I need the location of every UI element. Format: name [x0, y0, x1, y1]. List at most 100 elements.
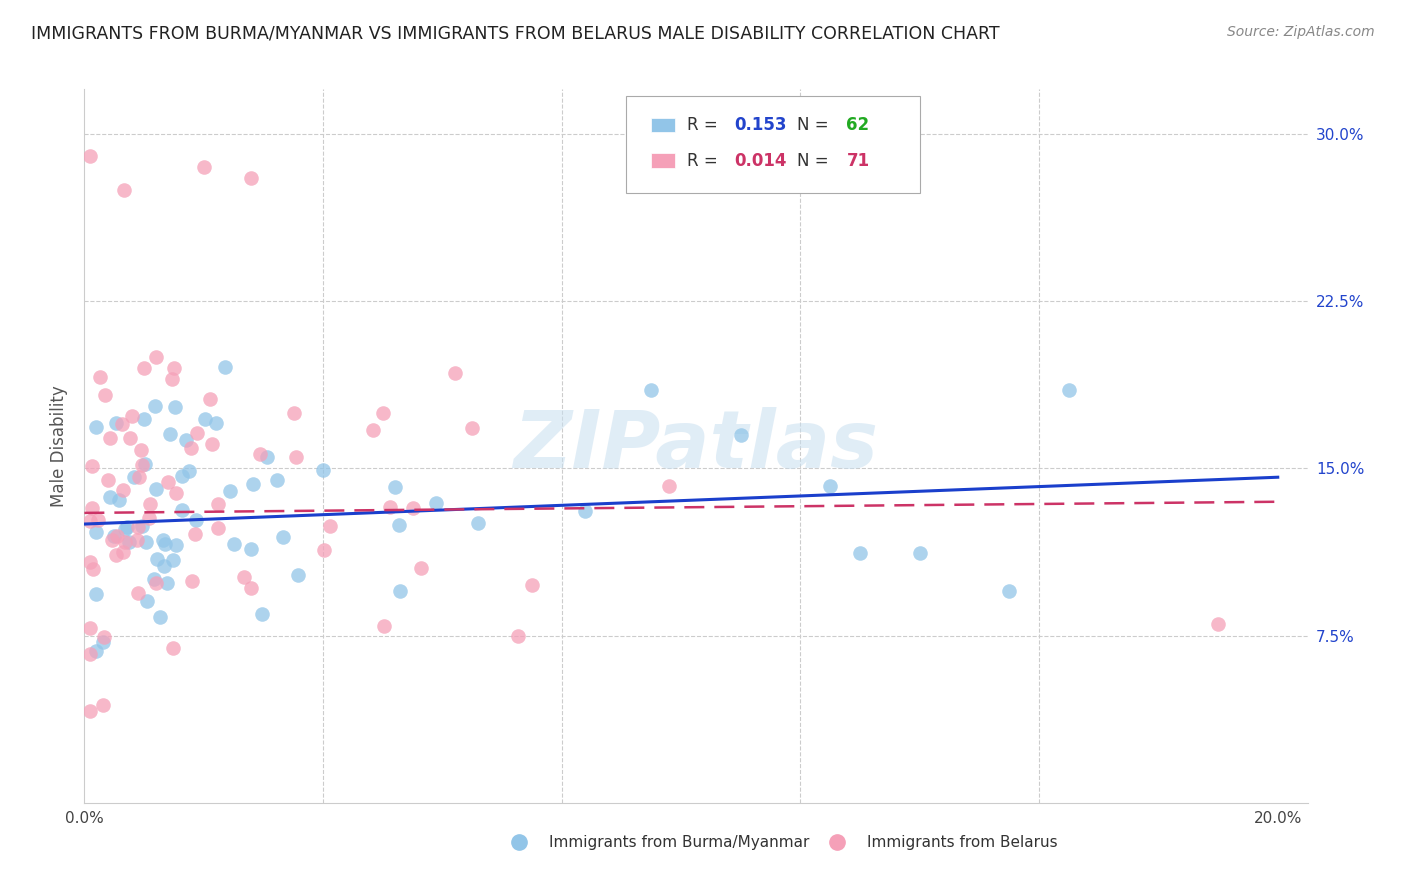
Point: [122, 470, 145, 484]
Point: [121, 409, 143, 423]
Text: Immigrants from Burma/Myanmar: Immigrants from Burma/Myanmar: [550, 835, 810, 849]
Point: [184, 527, 207, 541]
Point: [94, 388, 117, 402]
Y-axis label: Male Disability: Male Disability: [51, 385, 69, 507]
Point: [266, 473, 288, 487]
Point: [131, 458, 153, 472]
Point: [186, 426, 208, 441]
Point: [373, 619, 395, 633]
Point: [101, 533, 124, 548]
Point: [222, 537, 245, 551]
Point: [194, 411, 217, 425]
Point: [908, 546, 931, 560]
Point: [104, 416, 127, 430]
Point: [131, 518, 153, 533]
Text: ZIPatlas: ZIPatlas: [513, 407, 879, 485]
Point: [849, 546, 872, 560]
Point: [79, 149, 101, 163]
Point: [214, 360, 236, 375]
Point: [232, 570, 254, 584]
Point: [205, 417, 228, 431]
Point: [111, 417, 134, 431]
Point: [207, 521, 229, 535]
Point: [444, 366, 467, 380]
Point: [207, 497, 229, 511]
Point: [371, 405, 394, 419]
Point: [111, 545, 134, 559]
Point: [84, 587, 107, 601]
Point: [112, 483, 135, 497]
Text: 0.153: 0.153: [734, 116, 786, 134]
Point: [132, 360, 155, 375]
Point: [104, 548, 127, 562]
Point: [249, 447, 271, 461]
Point: [149, 610, 172, 624]
Point: [115, 520, 138, 534]
Point: [128, 470, 150, 484]
Point: [411, 561, 433, 575]
Point: [118, 535, 141, 549]
Point: [162, 640, 184, 655]
Point: [134, 534, 156, 549]
Point: [91, 698, 114, 713]
Point: [401, 501, 423, 516]
Point: [146, 552, 169, 566]
Point: [79, 647, 101, 661]
Point: [658, 478, 681, 492]
Text: N =: N =: [797, 152, 834, 169]
Point: [114, 522, 136, 536]
Point: [136, 594, 159, 608]
Point: [100, 490, 122, 504]
Point: [361, 423, 384, 437]
Point: [388, 517, 411, 532]
Point: [998, 583, 1021, 598]
Point: [91, 635, 114, 649]
Point: [127, 520, 149, 534]
Point: [138, 511, 160, 525]
Point: [240, 542, 263, 557]
Point: [319, 519, 342, 533]
Point: [153, 537, 176, 551]
Point: [98, 431, 121, 445]
Point: [574, 504, 596, 518]
Point: [314, 543, 336, 558]
Point: [640, 384, 662, 398]
Point: [181, 574, 204, 588]
Point: [388, 583, 411, 598]
Point: [467, 516, 489, 530]
Point: [79, 556, 101, 570]
Point: [256, 450, 278, 464]
Point: [118, 430, 141, 444]
Point: [1206, 617, 1229, 632]
Point: [218, 483, 240, 498]
Point: [107, 493, 129, 508]
Point: [312, 463, 335, 477]
Point: [378, 500, 401, 514]
Point: [163, 360, 186, 375]
Point: [145, 350, 167, 364]
Point: [165, 486, 187, 500]
Point: [84, 644, 107, 658]
Point: [160, 372, 183, 386]
Point: [818, 479, 841, 493]
Point: [239, 581, 262, 595]
Point: [730, 427, 752, 442]
Point: [84, 420, 107, 434]
Point: [79, 515, 101, 529]
Point: [285, 450, 308, 464]
Point: [127, 586, 149, 600]
Point: [103, 529, 125, 543]
Point: [506, 629, 529, 643]
Point: [87, 513, 110, 527]
Point: [184, 514, 207, 528]
Point: [89, 369, 111, 384]
FancyBboxPatch shape: [626, 96, 920, 193]
Text: R =: R =: [688, 116, 724, 134]
Text: 71: 71: [846, 152, 869, 169]
Point: [79, 621, 101, 635]
Point: [170, 502, 193, 516]
Point: [250, 607, 273, 621]
Point: [240, 171, 263, 186]
Point: [159, 426, 181, 441]
Point: [139, 498, 162, 512]
